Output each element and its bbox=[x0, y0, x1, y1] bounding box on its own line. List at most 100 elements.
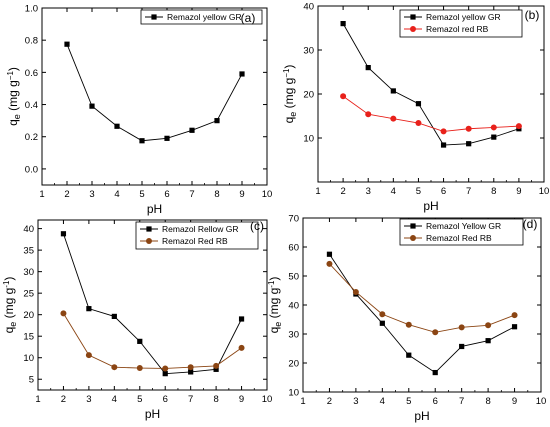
y-tick-label: 20 bbox=[303, 90, 314, 101]
legend-label: Remazol Yellow GR bbox=[426, 221, 501, 231]
data-point bbox=[458, 324, 465, 331]
y-axis-label-part: -1 bbox=[267, 280, 276, 288]
data-point bbox=[164, 135, 170, 141]
legend-label: Remazol Red RB bbox=[162, 236, 228, 246]
y-tick-label: 70 bbox=[288, 214, 299, 225]
data-point bbox=[415, 101, 422, 107]
x-tick-label: 10 bbox=[262, 189, 273, 200]
legend-label: Remazol Red RB bbox=[426, 233, 492, 243]
data-point bbox=[365, 111, 372, 118]
x-tick-label: 4 bbox=[380, 396, 385, 407]
y-tick-label: 5 bbox=[29, 375, 34, 386]
x-tick-label: 1 bbox=[315, 186, 320, 197]
x-tick-label: 8 bbox=[213, 394, 218, 405]
x-tick-label: 6 bbox=[163, 394, 168, 405]
legend: Remazol yellow GR bbox=[140, 9, 263, 25]
y-axis-label-part: (mg g bbox=[267, 288, 281, 322]
data-point bbox=[432, 329, 439, 336]
data-point bbox=[490, 124, 497, 131]
data-point bbox=[326, 251, 333, 257]
data-point bbox=[187, 364, 194, 371]
data-point bbox=[511, 324, 518, 330]
data-point bbox=[188, 369, 194, 375]
x-tick-label: 6 bbox=[164, 189, 169, 200]
panel-label: (a) bbox=[241, 11, 256, 25]
x-tick-label: 10 bbox=[539, 186, 550, 197]
y-axis-label: qe (mg g-1) bbox=[267, 277, 283, 334]
data-point bbox=[365, 65, 371, 71]
y-tick-label: 30 bbox=[303, 46, 314, 57]
data-point bbox=[511, 312, 518, 319]
x-tick-label: 3 bbox=[366, 186, 371, 197]
legend-box bbox=[399, 9, 523, 38]
data-point bbox=[239, 71, 245, 77]
data-point bbox=[162, 371, 168, 377]
y-tick-label: 40 bbox=[288, 301, 299, 312]
x-tick-label: 1 bbox=[39, 189, 44, 200]
x-tick-label: 10 bbox=[262, 394, 273, 405]
legend: Remazol Yellow GR Remazol Red RB bbox=[399, 218, 524, 246]
x-axis-label: pH bbox=[414, 409, 429, 423]
data-point bbox=[136, 365, 143, 372]
x-tick-label: 1 bbox=[35, 394, 40, 405]
x-tick-label: 7 bbox=[189, 189, 194, 200]
x-tick-label: 9 bbox=[512, 396, 517, 407]
y-axis-label-part: ) bbox=[6, 67, 20, 71]
series-line-2 bbox=[329, 263, 515, 333]
y-tick-label: 50 bbox=[288, 272, 299, 283]
data-point bbox=[114, 123, 120, 129]
data-point bbox=[352, 288, 359, 295]
legend-label: Remazol yellow GR bbox=[426, 12, 501, 22]
data-point bbox=[406, 352, 412, 358]
x-tick-label: 9 bbox=[239, 189, 244, 200]
y-tick-label: 35 bbox=[23, 246, 34, 257]
x-axis-label: pH bbox=[145, 407, 160, 421]
series-line-1 bbox=[342, 23, 520, 146]
data-point bbox=[515, 123, 522, 130]
legend-marker bbox=[151, 14, 157, 20]
y-axis-label: qe (mg g−1) bbox=[282, 65, 298, 124]
data-point bbox=[466, 141, 472, 147]
data-point bbox=[213, 362, 220, 369]
y-axis-label-part: e bbox=[8, 322, 18, 327]
y-tick-label: 0.0 bbox=[25, 164, 38, 175]
x-tick-label: 6 bbox=[441, 186, 446, 197]
data-point bbox=[111, 313, 117, 320]
legend-marker bbox=[410, 223, 416, 229]
data-point bbox=[238, 344, 245, 351]
data-point bbox=[214, 118, 220, 124]
x-tick-label: 10 bbox=[536, 396, 547, 407]
data-point bbox=[213, 366, 219, 372]
data-point bbox=[326, 260, 333, 267]
legend-box bbox=[140, 9, 263, 25]
data-point bbox=[432, 369, 438, 376]
data-point bbox=[340, 21, 346, 27]
data-point bbox=[89, 103, 95, 109]
data-point bbox=[485, 338, 491, 344]
y-tick-label: 15 bbox=[23, 332, 34, 343]
y-axis-label-part: e bbox=[273, 322, 283, 327]
series-line-1 bbox=[66, 44, 243, 142]
x-tick-label: 2 bbox=[327, 396, 332, 407]
panel-label: (b) bbox=[525, 8, 540, 22]
data-point bbox=[379, 311, 386, 318]
series-line-1 bbox=[329, 254, 515, 374]
y-tick-label: 10 bbox=[23, 353, 34, 364]
y-axis-label-part: q bbox=[6, 119, 20, 126]
y-axis-label-part: −1 bbox=[6, 71, 15, 81]
y-axis-label-part: q bbox=[267, 327, 281, 334]
data-point bbox=[85, 352, 92, 359]
y-tick-label: 40 bbox=[23, 224, 34, 235]
x-tick-label: 9 bbox=[239, 394, 244, 405]
series-line-2 bbox=[63, 313, 242, 369]
data-point bbox=[340, 93, 347, 100]
y-axis-label-part: e bbox=[12, 114, 22, 119]
x-tick-label: 7 bbox=[188, 394, 193, 405]
legend-label: Remazol red RB bbox=[426, 24, 489, 34]
y-tick-label: 0.6 bbox=[25, 68, 38, 79]
x-tick-label: 8 bbox=[491, 186, 496, 197]
x-tick-label: 4 bbox=[112, 394, 117, 405]
x-tick-label: 8 bbox=[485, 396, 490, 407]
chart-panel-3: 1 2 3 4 5 6 7 8 9 10 5 10 15 20 25 30 35 40 pH qe (mg g-1) R… bbox=[2, 219, 272, 421]
